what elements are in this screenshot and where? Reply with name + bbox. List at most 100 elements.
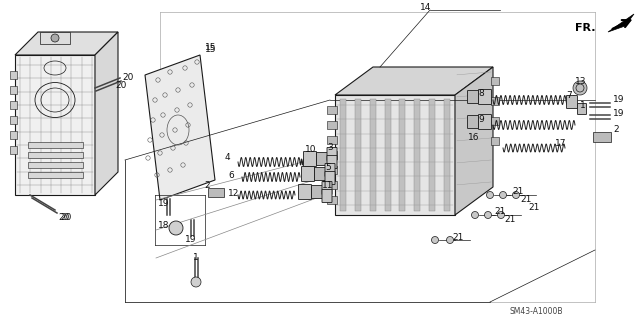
- Bar: [208, 188, 224, 197]
- FancyBboxPatch shape: [312, 186, 323, 198]
- Bar: [10, 146, 17, 154]
- Text: 4: 4: [225, 153, 230, 162]
- Text: FR.: FR.: [575, 23, 595, 33]
- Bar: [28, 142, 83, 148]
- Polygon shape: [608, 14, 634, 32]
- Bar: [491, 97, 499, 105]
- Text: 5: 5: [325, 164, 331, 173]
- Text: 7: 7: [566, 92, 572, 100]
- Text: 17: 17: [555, 138, 566, 147]
- Bar: [491, 77, 499, 85]
- Bar: [340, 99, 346, 211]
- Text: 2: 2: [613, 125, 619, 135]
- Text: 20: 20: [122, 73, 133, 83]
- Text: 2: 2: [204, 181, 210, 189]
- FancyBboxPatch shape: [467, 91, 479, 103]
- Text: 14: 14: [420, 4, 431, 12]
- Text: 3: 3: [327, 143, 333, 152]
- Text: 21: 21: [512, 187, 524, 196]
- Polygon shape: [15, 55, 95, 195]
- Text: 21: 21: [528, 203, 540, 211]
- FancyBboxPatch shape: [325, 172, 335, 184]
- Bar: [414, 99, 420, 211]
- Text: 11: 11: [322, 182, 333, 190]
- FancyBboxPatch shape: [479, 90, 492, 105]
- Text: 1: 1: [580, 101, 586, 110]
- Bar: [10, 101, 17, 109]
- FancyBboxPatch shape: [303, 152, 317, 167]
- Circle shape: [573, 81, 587, 95]
- Circle shape: [513, 191, 520, 198]
- Text: 6: 6: [228, 170, 234, 180]
- Text: 20: 20: [58, 213, 69, 222]
- Text: SM43-A1000B: SM43-A1000B: [510, 308, 563, 316]
- Text: 10: 10: [305, 145, 317, 154]
- Bar: [10, 131, 17, 139]
- FancyBboxPatch shape: [479, 115, 492, 130]
- Bar: [399, 99, 405, 211]
- Bar: [10, 71, 17, 79]
- Circle shape: [51, 34, 59, 42]
- Text: 1: 1: [193, 253, 199, 262]
- FancyBboxPatch shape: [467, 115, 479, 129]
- Circle shape: [472, 211, 479, 219]
- Bar: [28, 172, 83, 178]
- Text: 12: 12: [228, 189, 239, 197]
- FancyBboxPatch shape: [325, 164, 335, 176]
- Text: 19: 19: [613, 108, 625, 117]
- Polygon shape: [455, 67, 493, 215]
- FancyBboxPatch shape: [322, 189, 332, 203]
- Text: 15: 15: [205, 43, 216, 53]
- Bar: [491, 117, 499, 125]
- Text: 19: 19: [185, 235, 196, 244]
- Polygon shape: [95, 32, 118, 195]
- Bar: [28, 162, 83, 168]
- Text: 8: 8: [478, 90, 484, 99]
- Text: 15: 15: [205, 46, 216, 55]
- FancyBboxPatch shape: [317, 152, 328, 166]
- Polygon shape: [335, 67, 493, 95]
- Bar: [444, 99, 450, 211]
- Circle shape: [169, 221, 183, 235]
- Text: 13: 13: [575, 78, 586, 86]
- Circle shape: [431, 236, 438, 243]
- FancyBboxPatch shape: [322, 182, 332, 195]
- FancyBboxPatch shape: [314, 167, 326, 181]
- Bar: [10, 86, 17, 94]
- Bar: [327, 136, 337, 144]
- Circle shape: [484, 211, 492, 219]
- Bar: [327, 166, 337, 174]
- Bar: [10, 116, 17, 124]
- Bar: [370, 99, 376, 211]
- Polygon shape: [335, 95, 455, 215]
- Polygon shape: [15, 32, 118, 55]
- Bar: [593, 132, 611, 142]
- Bar: [40, 32, 70, 44]
- Text: 21: 21: [494, 206, 506, 216]
- Circle shape: [191, 277, 201, 287]
- Bar: [385, 99, 390, 211]
- FancyBboxPatch shape: [577, 103, 586, 115]
- FancyBboxPatch shape: [301, 167, 314, 182]
- Bar: [327, 151, 337, 159]
- Text: 21: 21: [520, 195, 531, 204]
- Bar: [327, 181, 337, 189]
- FancyBboxPatch shape: [566, 95, 577, 108]
- Circle shape: [486, 191, 493, 198]
- Polygon shape: [145, 55, 215, 200]
- Bar: [429, 99, 435, 211]
- Text: 9: 9: [478, 115, 484, 124]
- Text: 21: 21: [452, 233, 463, 241]
- Bar: [327, 196, 337, 204]
- FancyBboxPatch shape: [298, 184, 312, 199]
- Text: 19: 19: [613, 95, 625, 105]
- Bar: [491, 137, 499, 145]
- Bar: [327, 121, 337, 129]
- Text: 19: 19: [158, 198, 170, 207]
- Text: 18: 18: [158, 220, 170, 229]
- FancyBboxPatch shape: [327, 155, 337, 168]
- Text: 16: 16: [468, 133, 479, 143]
- Circle shape: [499, 191, 506, 198]
- Bar: [327, 106, 337, 114]
- Text: 20: 20: [60, 213, 72, 222]
